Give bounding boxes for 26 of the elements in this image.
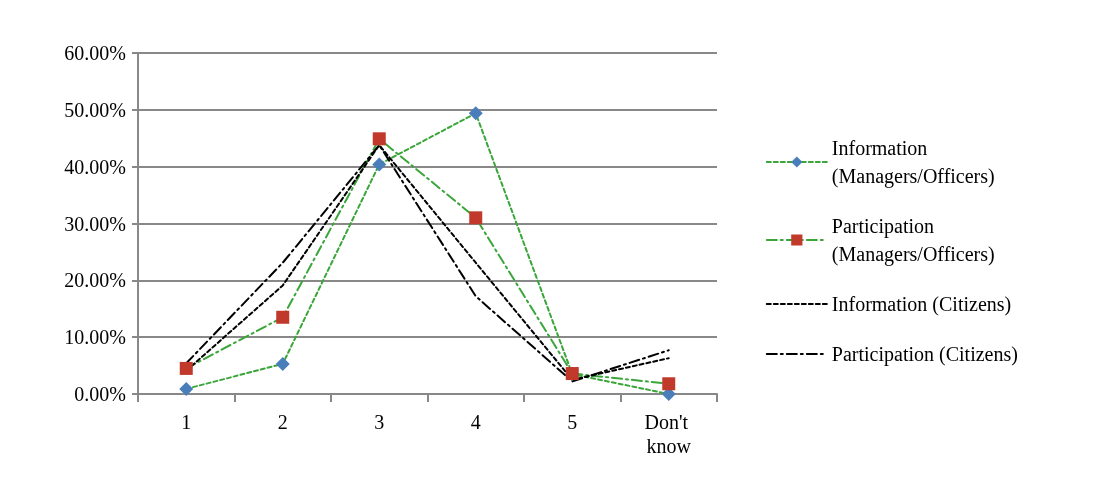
point [179, 381, 194, 396]
y-tick-label: 0.00% [74, 383, 126, 405]
x-tick-label: Don't know [644, 411, 694, 457]
point [662, 377, 676, 391]
x-tick-label: 3 [374, 411, 385, 433]
y-tick-label: 50.00% [64, 98, 126, 121]
legend-label: Information (Citizens) [831, 293, 1012, 316]
x-tick-label: 2 [277, 411, 288, 433]
y-tick-label: 60.00% [64, 42, 126, 64]
point [469, 211, 483, 225]
y-tick-label: 30.00% [64, 212, 126, 235]
y-tick-label: 20.00% [64, 269, 126, 292]
point [179, 361, 193, 375]
legend-label: Participation (Managers/Officers) [831, 215, 995, 266]
point [372, 132, 386, 146]
legend-label: Participation (Citizens) [831, 343, 1018, 366]
y-tick-label: 10.00% [64, 326, 126, 349]
x-tick-label: 4 [470, 411, 481, 433]
x-tick-label: 5 [567, 411, 578, 433]
point [372, 157, 387, 172]
point [276, 310, 290, 324]
point [275, 356, 290, 371]
point [468, 106, 483, 121]
y-tick-label: 40.00% [64, 155, 126, 178]
legend-label: Information (Managers/Officers) [831, 137, 995, 188]
x-tick-label: 1 [181, 411, 192, 433]
